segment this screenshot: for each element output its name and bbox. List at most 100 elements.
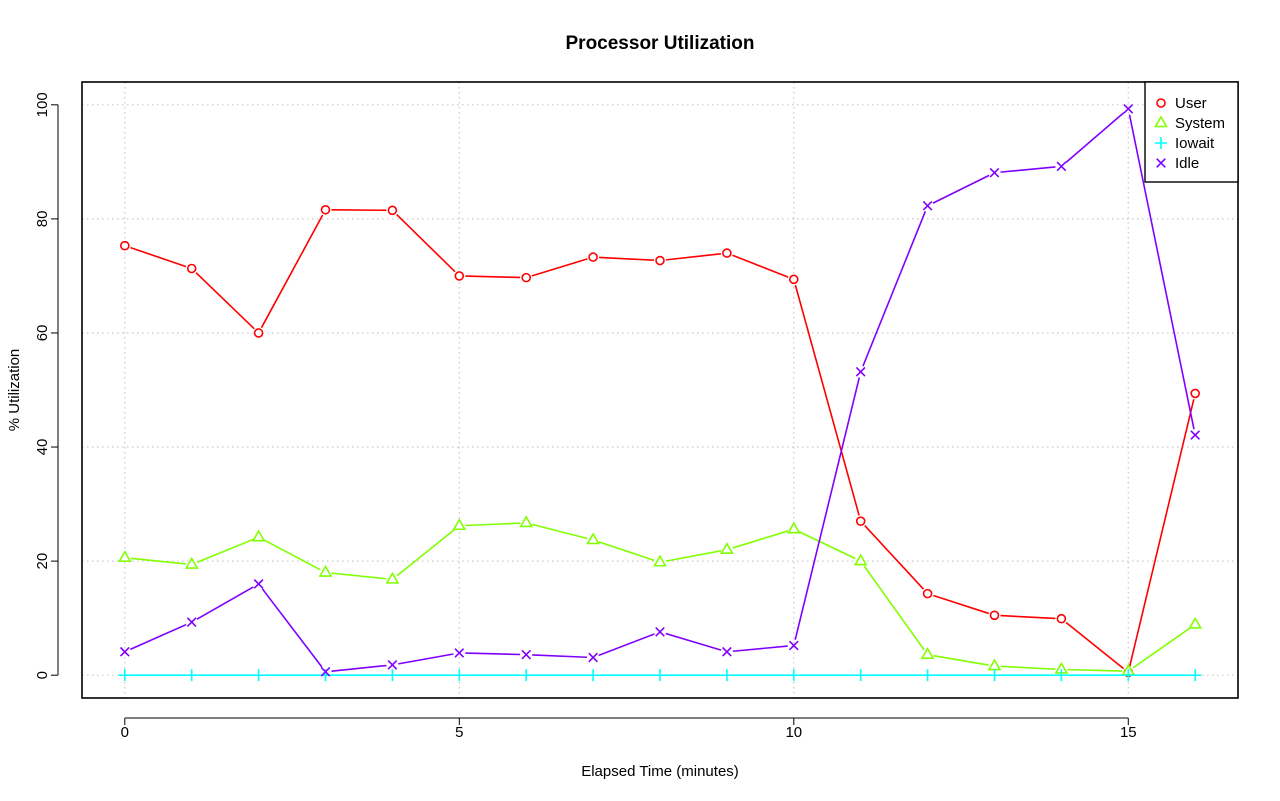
x-tick-label: 5 [455, 724, 463, 741]
plot-frame [81, 81, 1239, 699]
series-line-user [933, 594, 990, 615]
point-user [320, 204, 331, 215]
series-line-idle [732, 645, 788, 653]
point-idle [1056, 161, 1067, 172]
series-line-idle [1000, 166, 1056, 173]
point-idle [387, 660, 398, 670]
point-user [722, 248, 732, 258]
point-system [920, 647, 935, 659]
series-line-system [196, 538, 254, 564]
point-system [720, 542, 734, 555]
point-user [788, 274, 799, 285]
point-user [186, 263, 197, 274]
series-line-user [465, 275, 521, 279]
point-system [117, 550, 132, 562]
series-line-idle [465, 652, 521, 656]
point-iowait [185, 669, 198, 682]
point-iowait [921, 669, 934, 682]
point-user [588, 252, 598, 262]
series-layer [117, 103, 1203, 682]
point-system [1188, 616, 1203, 629]
series-line-idle [532, 654, 588, 659]
grid [82, 82, 1238, 698]
point-idle [186, 617, 197, 628]
point-user [454, 271, 465, 281]
legend-label-system: System [1175, 115, 1225, 132]
series-line-system [1132, 627, 1191, 669]
point-system [251, 529, 266, 542]
y-axis: 0 20 40 60 80 100 [34, 92, 59, 679]
series-line-user [732, 254, 789, 278]
point-idle [1190, 430, 1201, 440]
series-line-system [531, 523, 588, 540]
point-idle [722, 646, 732, 657]
series-line-system [1067, 668, 1123, 672]
point-iowait [520, 669, 533, 682]
point-system [786, 521, 801, 534]
point-iowait [988, 669, 1001, 682]
y-tick-label: 20 [34, 553, 51, 570]
point-idle [922, 200, 933, 211]
legend-label-iowait: Iowait [1175, 135, 1215, 152]
series-iowait [118, 669, 1202, 682]
series-line-system [396, 528, 456, 577]
series-line-idle [932, 174, 990, 204]
point-user [521, 272, 532, 283]
legend-marker-iowait [1155, 137, 1167, 149]
point-user [922, 588, 933, 599]
series-line-idle [261, 588, 323, 668]
series-line-user [130, 246, 187, 268]
legend-label-user: User [1175, 95, 1207, 112]
series-line-system [863, 565, 925, 651]
point-system [653, 554, 667, 567]
series-line-user [260, 214, 324, 329]
series-line-idle [665, 632, 722, 651]
point-system [452, 518, 467, 531]
series-line-idle [331, 664, 387, 672]
point-idle [253, 579, 264, 589]
point-iowait [1055, 669, 1068, 682]
point-user [855, 516, 866, 526]
series-line-user [531, 258, 588, 277]
legend: User System Iowait Idle [1144, 81, 1239, 183]
series-line-idle [1065, 112, 1125, 164]
legend-marker-idle [1156, 158, 1166, 168]
series-line-user [1065, 621, 1125, 670]
series-line-user [1000, 614, 1056, 620]
series-line-system [598, 541, 655, 562]
point-idle [1123, 103, 1134, 114]
point-system [987, 658, 1002, 671]
point-idle [119, 646, 130, 657]
series-line-system [732, 530, 789, 549]
series-line-user [864, 525, 925, 590]
chart-title: Processor Utilization [566, 33, 755, 54]
series-line-idle [598, 633, 655, 657]
series-system [117, 515, 1203, 676]
point-iowait [587, 669, 600, 682]
series-line-user [599, 256, 655, 262]
series-line-system [933, 654, 989, 666]
point-system [586, 532, 600, 545]
series-line-idle [862, 211, 927, 367]
point-iowait [720, 669, 733, 682]
point-iowait [453, 669, 466, 682]
point-iowait [118, 669, 131, 682]
series-line-idle [196, 586, 254, 620]
series-line-idle [398, 653, 454, 665]
series-line-system [665, 550, 722, 562]
series-line-user [195, 272, 255, 330]
series-line-system [130, 557, 186, 565]
point-iowait [386, 669, 399, 682]
point-user [387, 205, 398, 216]
series-line-user [396, 213, 456, 273]
series-idle [119, 103, 1201, 677]
series-line-system [465, 522, 521, 527]
x-tick-label: 15 [1120, 724, 1137, 741]
series-line-user [1128, 399, 1195, 667]
x-tick-label: 0 [121, 724, 129, 741]
x-tick-label: 10 [785, 724, 802, 741]
y-tick-label: 100 [34, 92, 51, 117]
point-user [120, 240, 130, 251]
point-idle [588, 652, 598, 663]
